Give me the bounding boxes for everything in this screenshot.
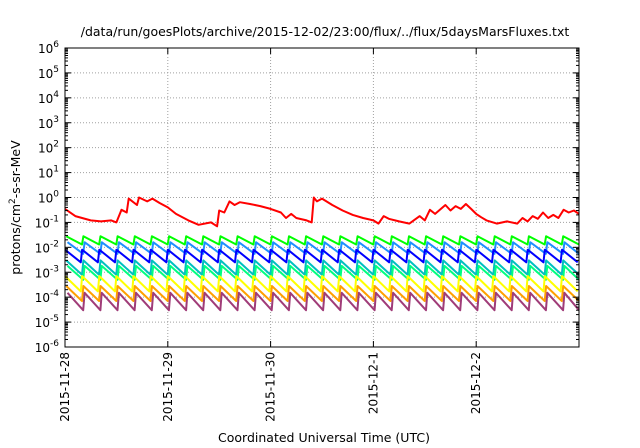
y-axis-label-superscript: 2 xyxy=(8,198,18,204)
y-tick-label: 106 xyxy=(38,40,59,56)
y-tick-label: 10-5 xyxy=(35,314,59,330)
x-tick-label: 2015-11-28 xyxy=(58,352,72,422)
y-tick-base: 10 xyxy=(38,92,53,106)
y-tick-label: 102 xyxy=(38,140,59,156)
plot-border xyxy=(64,47,580,348)
y-tick-base: 10 xyxy=(38,42,53,56)
y-tick-base: 10 xyxy=(35,291,50,305)
y-tick-exponent: 5 xyxy=(53,65,59,75)
y-axis-label-suffix: -s-sr-MeV xyxy=(8,140,23,198)
y-tick-base: 10 xyxy=(35,341,50,355)
series-line-1 xyxy=(64,196,580,228)
series-line-9 xyxy=(66,291,580,312)
y-tick-base: 10 xyxy=(35,316,50,330)
y-tick-base: 10 xyxy=(38,67,53,81)
y-tick-label: 100 xyxy=(38,190,59,206)
plot-frame xyxy=(64,47,580,348)
y-axis-label: protons/cm2-s-sr-MeV xyxy=(8,140,23,275)
y-tick-label: 103 xyxy=(38,115,59,131)
y-tick-exponent: 6 xyxy=(53,40,59,50)
y-tick-exponent: -6 xyxy=(50,339,59,349)
x-tick-label: 2015-12-2 xyxy=(469,352,483,414)
y-tick-base: 10 xyxy=(38,167,53,181)
series-line-3 xyxy=(66,241,580,255)
plot-area xyxy=(65,48,579,347)
y-tick-exponent: 4 xyxy=(53,90,59,100)
y-tick-exponent: -4 xyxy=(50,289,59,299)
y-tick-exponent: 3 xyxy=(53,115,59,125)
y-tick-label: 101 xyxy=(38,165,59,181)
series-line-8 xyxy=(65,285,580,302)
y-tick-exponent: -2 xyxy=(50,239,59,249)
y-tick-base: 10 xyxy=(35,241,50,255)
x-axis: 2015-11-28 2015-11-29 2015-11-30 2015-12-1 2… xyxy=(58,48,483,422)
y-tick-base: 10 xyxy=(35,216,50,230)
x-tick-label: 2015-12-1 xyxy=(366,352,380,414)
y-tick-exponent: -1 xyxy=(50,214,59,224)
y-tick-label: 10-2 xyxy=(35,239,59,255)
y-tick-exponent: 0 xyxy=(53,190,59,200)
y-tick-exponent: 1 xyxy=(53,165,59,175)
y-tick-exponent: -3 xyxy=(50,264,59,274)
series-line-7 xyxy=(64,275,579,293)
series-line-2 xyxy=(65,235,580,246)
chart-title: /data/run/goesPlots/archive/2015-12-02/2… xyxy=(81,24,570,39)
y-tick-label: 10-4 xyxy=(35,289,60,305)
x-tick-label: 2015-11-30 xyxy=(264,352,278,422)
series-line-4 xyxy=(64,248,579,264)
y-tick-label: 10-3 xyxy=(35,264,59,280)
y-axis: 10-610-510-410-310-210-11001011021031041… xyxy=(35,40,579,355)
y-tick-base: 10 xyxy=(38,192,53,206)
series-group xyxy=(64,196,580,312)
y-tick-label: 10-6 xyxy=(35,339,60,355)
y-tick-label: 10-1 xyxy=(35,214,59,230)
y-tick-exponent: 2 xyxy=(53,140,59,150)
y-tick-base: 10 xyxy=(35,266,50,280)
y-tick-base: 10 xyxy=(38,117,53,131)
x-tick-label: 2015-11-29 xyxy=(161,352,175,422)
y-tick-label: 105 xyxy=(38,65,59,81)
grid xyxy=(65,48,579,347)
y-tick-exponent: -5 xyxy=(50,314,59,324)
y-axis-label-prefix: protons/cm xyxy=(8,204,23,275)
series-line-5 xyxy=(65,259,580,276)
x-axis-label: Coordinated Universal Time (UTC) xyxy=(218,430,430,445)
y-tick-label: 104 xyxy=(38,90,59,106)
y-tick-base: 10 xyxy=(38,142,53,156)
